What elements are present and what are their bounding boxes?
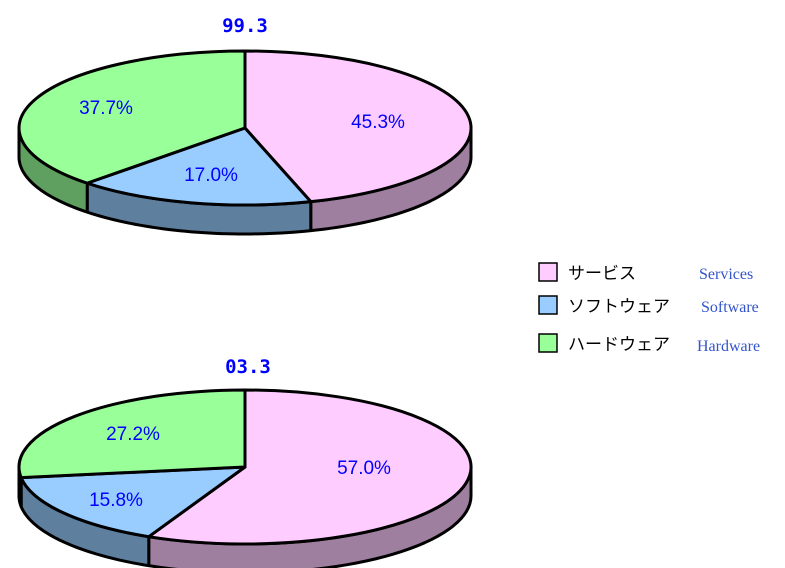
pie-label-services: 45.3% — [351, 112, 405, 133]
pie-label-services: 57.0% — [337, 458, 391, 479]
legend-label-services: サービス — [568, 264, 636, 284]
legend: サービス Services ソフトウェア Software ハードウェア Har… — [538, 262, 760, 355]
pie-title-1: 99.3 — [222, 15, 268, 37]
legend-swatch-hardware — [538, 333, 558, 353]
pie-slice-hardware — [17, 388, 247, 480]
pie-label-software: 15.8% — [89, 490, 143, 511]
pie-slice-software — [19, 465, 247, 539]
pie-label-software: 17.0% — [184, 165, 238, 186]
legend-label-software-en: Software — [701, 299, 759, 316]
legend-label-hardware-en: Hardware — [697, 338, 760, 355]
pie-slice-services — [243, 49, 473, 204]
legend-label-hardware: ハードウェア — [568, 335, 670, 355]
pie-slice-software — [85, 126, 313, 207]
pie-slice-hardware — [17, 49, 247, 185]
pie-title-2: 03.3 — [225, 356, 271, 378]
legend-swatch-services — [538, 262, 558, 282]
pie-chart-1999: 45.3% 17.0% 37.7% — [17, 49, 473, 236]
pie-slice-services — [147, 388, 473, 546]
pie-label-hardware: 37.7% — [79, 98, 133, 119]
legend-label-services-en: Services — [699, 266, 753, 283]
legend-swatch-software — [538, 295, 558, 315]
pie-label-hardware: 27.2% — [106, 424, 160, 445]
legend-label-software: ソフトウェア — [568, 297, 670, 317]
pie-chart-2003: 57.0% 15.8% 27.2% — [17, 388, 473, 568]
